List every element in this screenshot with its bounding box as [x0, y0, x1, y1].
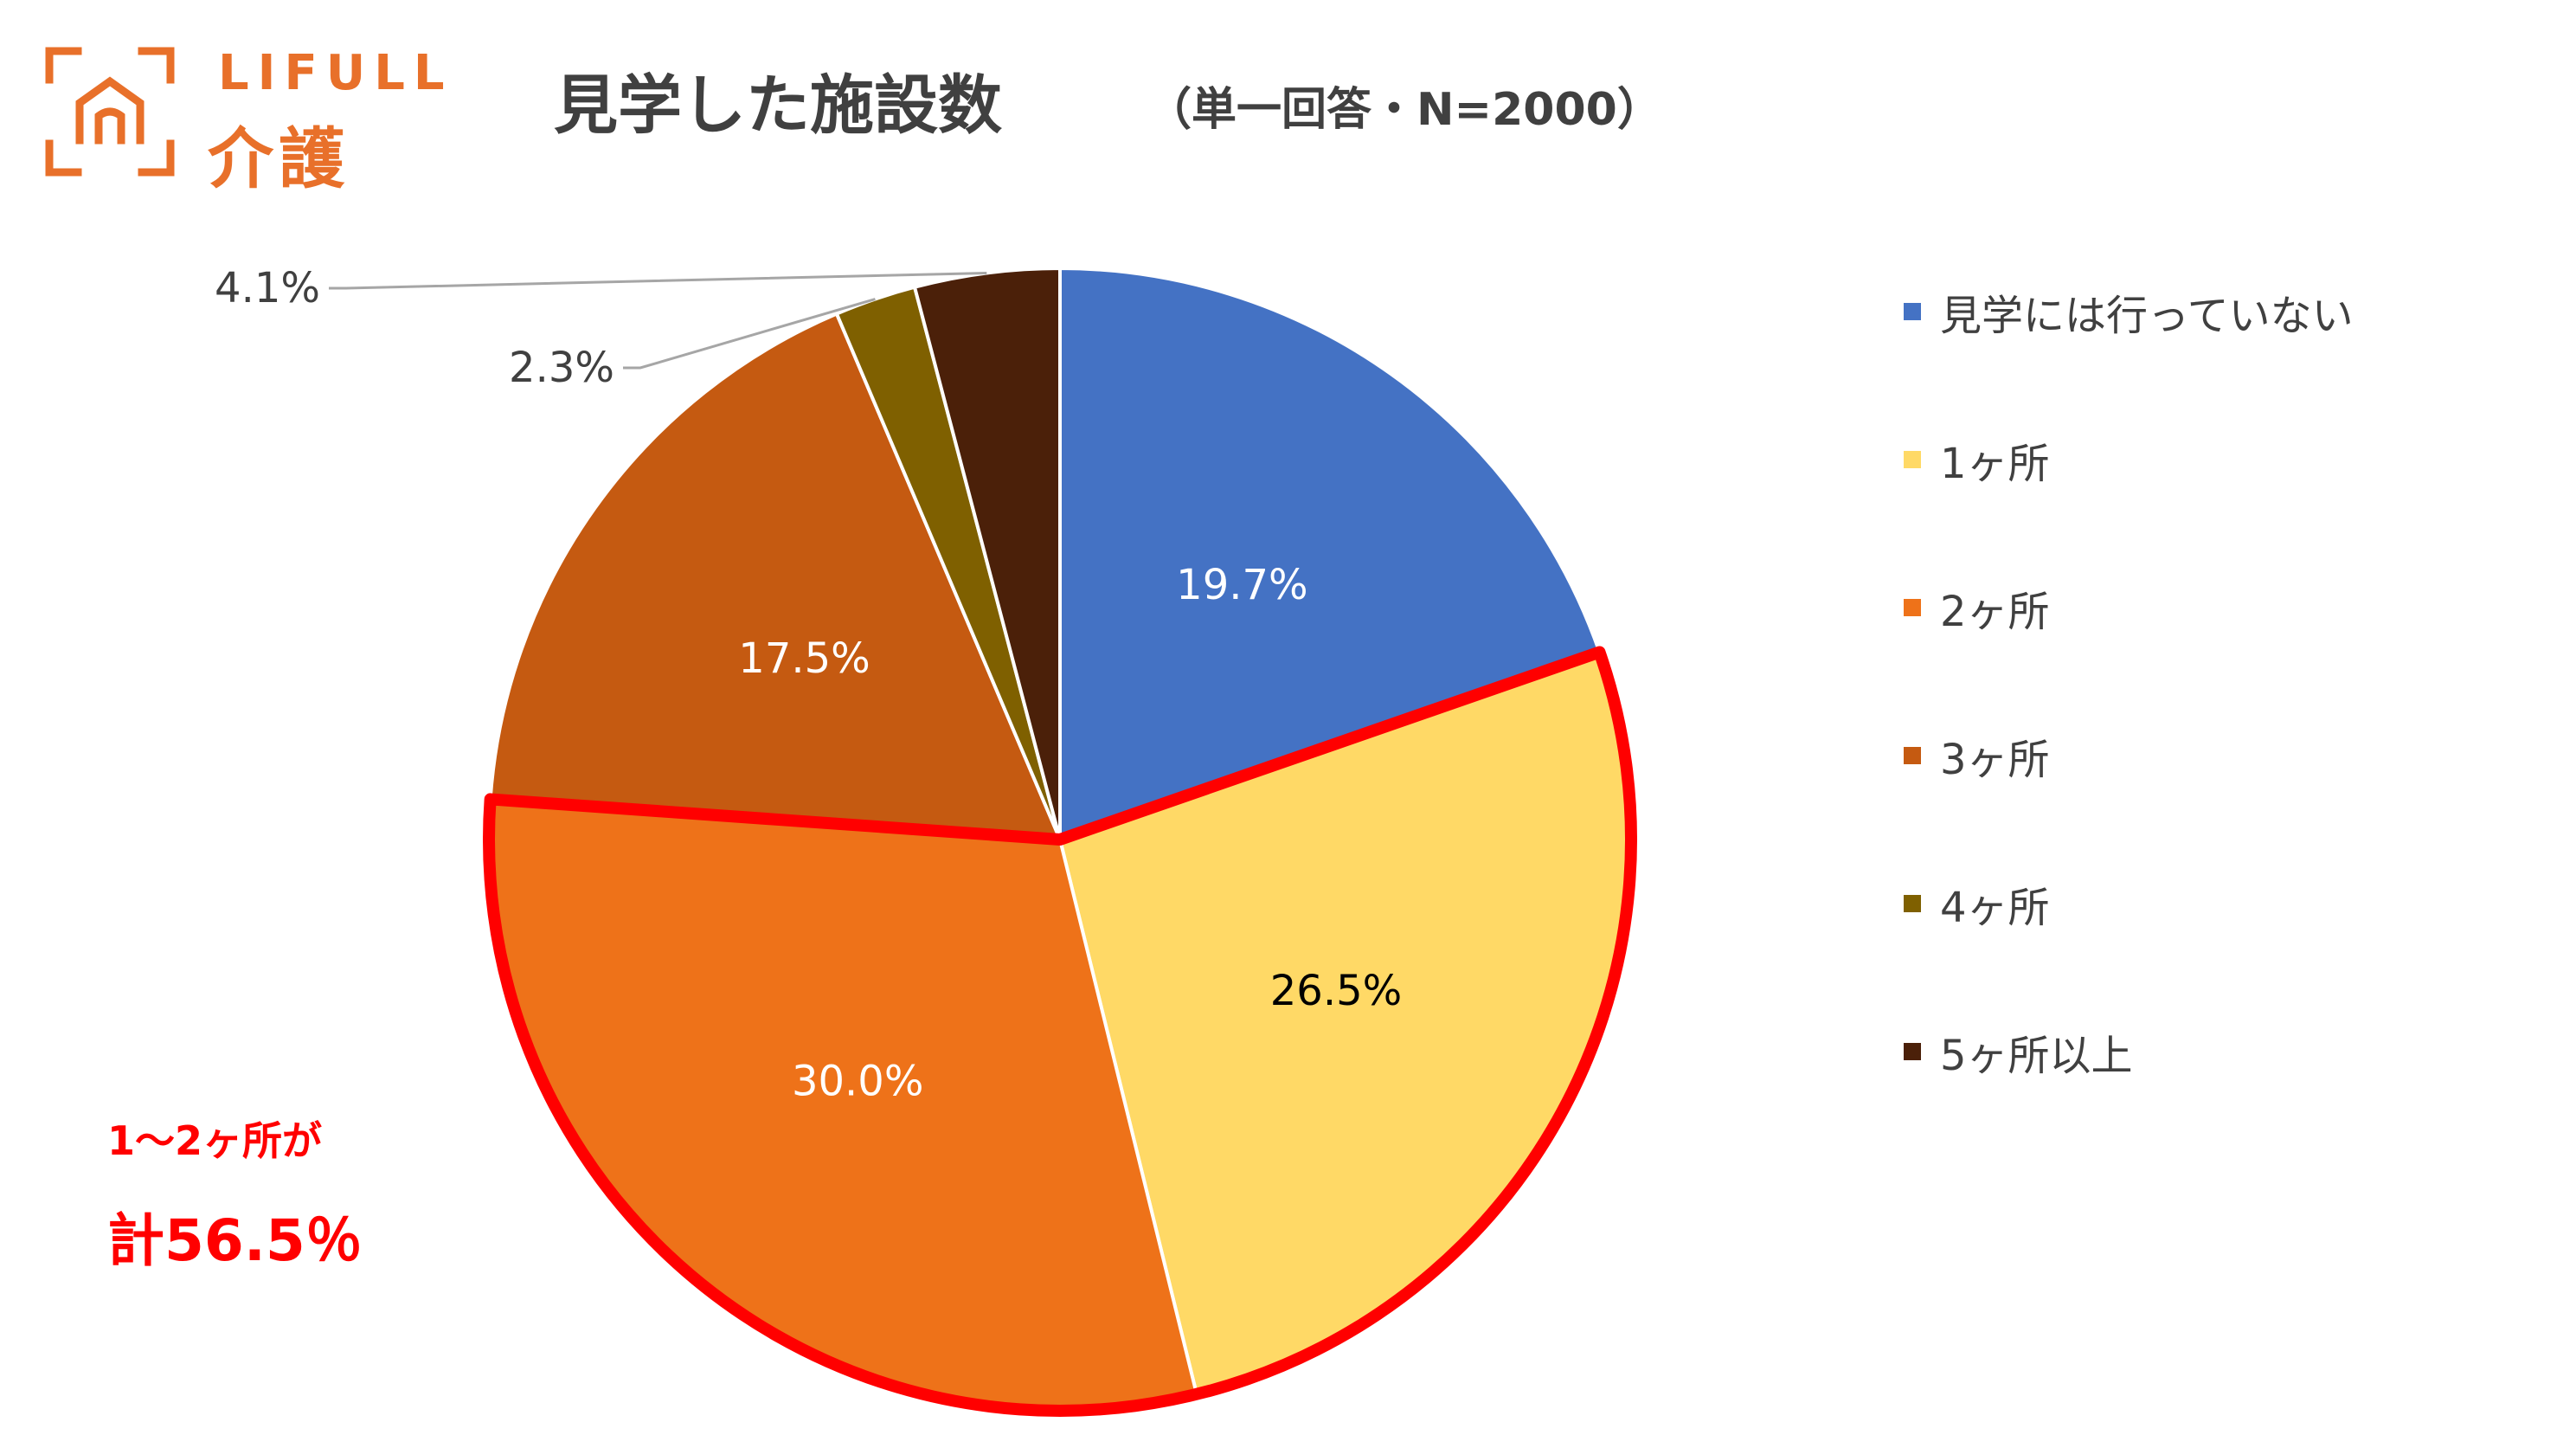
legend-swatch — [1904, 599, 1921, 616]
legend-swatch — [1904, 1043, 1921, 1060]
legend-label: 5ヶ所以上 — [1940, 1032, 2133, 1080]
legend-item-1: 見学には行っていない — [1904, 286, 2354, 340]
pie-slice-4 — [488, 311, 1063, 842]
chart-title: 見学した施設数 — [554, 68, 1002, 143]
data-label-1: 19.7% — [1176, 561, 1307, 609]
legend-swatch — [1904, 303, 1921, 320]
data-label-6: 4.1% — [215, 264, 320, 312]
highlight-note-line2: 計56.5％ — [107, 1207, 363, 1274]
logo-sub-text: 介護 — [208, 120, 350, 197]
legend-item-6: 5ヶ所以上 — [1904, 1026, 2133, 1080]
legend-item-2: 1ヶ所 — [1904, 434, 2050, 488]
legend-label: 2ヶ所 — [1940, 588, 2050, 636]
leader-line-5 — [623, 298, 876, 370]
house-bracket-icon — [45, 47, 175, 177]
lifull-logo: LIFULL 介護 — [45, 42, 453, 197]
pie-slice-6 — [912, 266, 1062, 840]
chart-subtitle: （単一回答・N=2000） — [1147, 84, 1662, 136]
data-label-4: 17.5% — [738, 634, 870, 683]
legend-item-3: 2ヶ所 — [1904, 582, 2050, 636]
legend-label: 3ヶ所 — [1940, 736, 2050, 784]
legend-item-4: 3ヶ所 — [1904, 730, 2050, 784]
legend-swatch — [1904, 895, 1921, 912]
data-label-2: 26.5% — [1270, 967, 1402, 1015]
highlight-outline — [483, 646, 1637, 1418]
legend-swatch — [1904, 451, 1921, 468]
leader-line-6 — [329, 271, 987, 290]
legend-swatch — [1904, 747, 1921, 764]
legend-label: 4ヶ所 — [1940, 884, 2050, 932]
logo-brand-text: LIFULL — [218, 45, 453, 101]
data-label-5: 2.3% — [509, 344, 614, 392]
highlight-note-line1: 1〜2ヶ所が — [107, 1117, 323, 1164]
legend-item-5: 4ヶ所 — [1904, 878, 2050, 932]
legend-label: 見学には行っていない — [1940, 292, 2354, 340]
legend-label: 1ヶ所 — [1940, 440, 2050, 488]
data-label-3: 30.0% — [792, 1058, 923, 1106]
